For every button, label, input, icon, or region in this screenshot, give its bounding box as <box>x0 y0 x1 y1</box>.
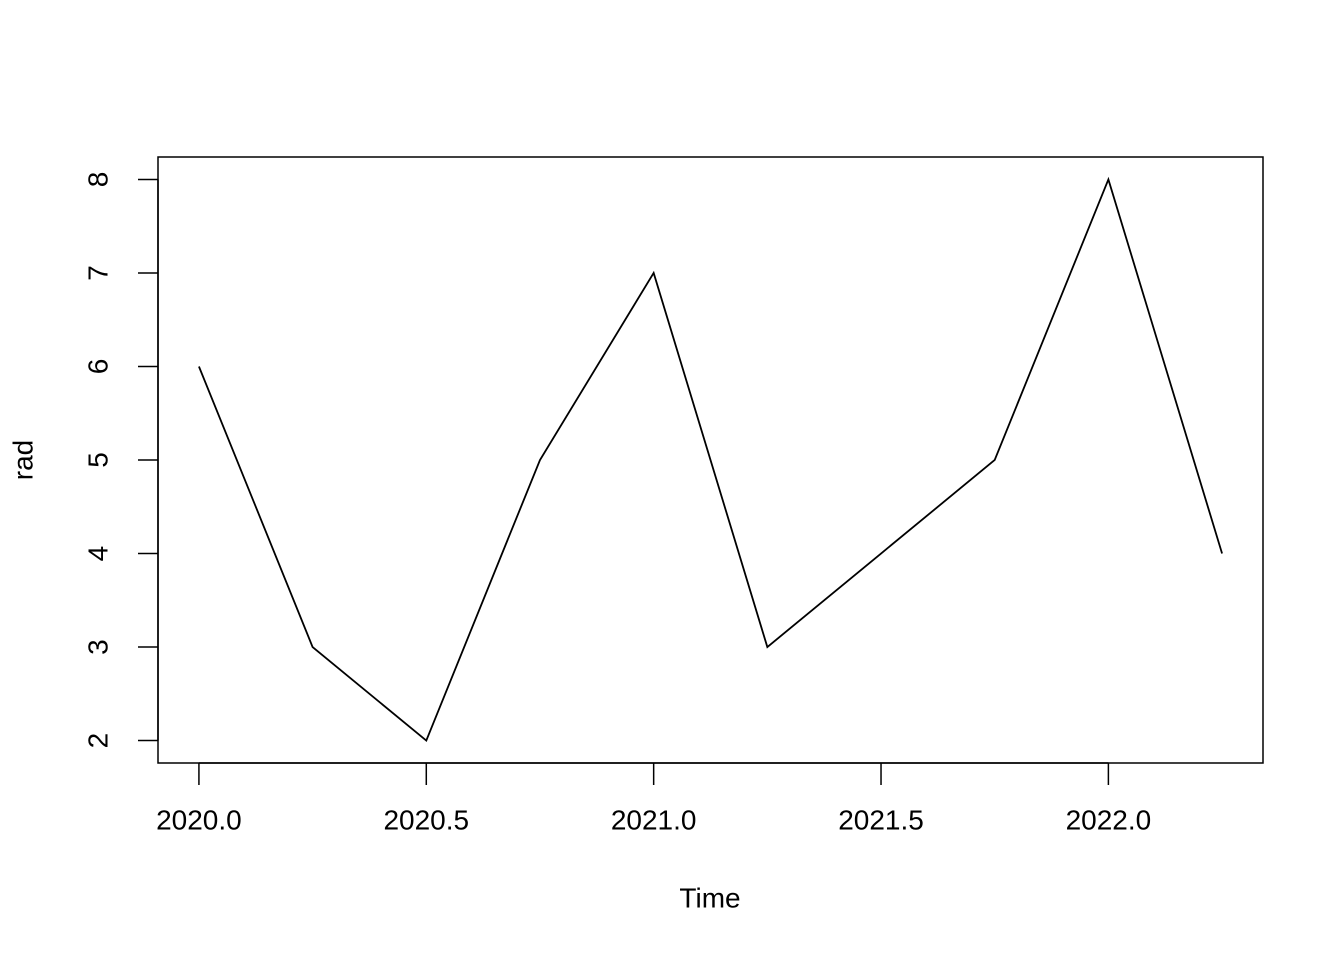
x-tick-label: 2020.0 <box>156 804 242 835</box>
y-tick-label: 5 <box>82 452 113 468</box>
x-axis-label: Time <box>679 882 740 913</box>
x-tick-label: 2022.0 <box>1066 804 1152 835</box>
y-tick-label: 8 <box>82 172 113 188</box>
y-tick-label: 7 <box>82 265 113 281</box>
y-tick-label: 2 <box>82 733 113 749</box>
x-tick-label: 2020.5 <box>383 804 469 835</box>
x-tick-label: 2021.5 <box>838 804 924 835</box>
y-axis-label: rad <box>7 440 38 480</box>
y-tick-label: 4 <box>82 546 113 562</box>
y-tick-label: 3 <box>82 639 113 655</box>
x-tick-label: 2021.0 <box>611 804 697 835</box>
data-line <box>198 176 1223 743</box>
y-tick-label: 6 <box>82 359 113 375</box>
